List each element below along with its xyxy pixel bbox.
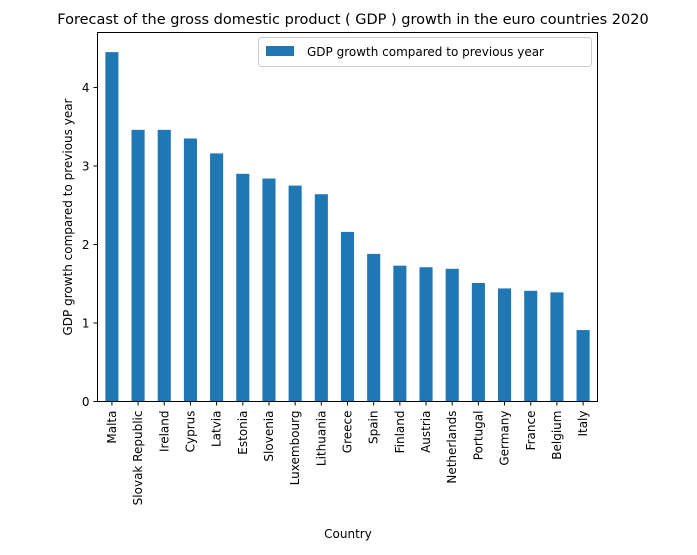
chart-title: Forecast of the gross domestic product (… bbox=[57, 12, 648, 28]
x-tick-label: Cyprus bbox=[183, 411, 197, 453]
bar-belgium bbox=[550, 292, 564, 402]
bar-estonia bbox=[236, 173, 250, 402]
bar-slovak-republic bbox=[131, 129, 145, 402]
y-tick-label: 4 bbox=[82, 81, 90, 95]
x-tick-label: Finland bbox=[393, 411, 407, 454]
bar-spain bbox=[367, 253, 381, 402]
x-tick-label: Greece bbox=[341, 411, 355, 454]
bars-layer bbox=[105, 52, 590, 402]
x-tick-label: Belgium bbox=[550, 411, 564, 460]
y-axis-label: GDP growth compared to previous year bbox=[61, 98, 75, 335]
y-axis: 0 1 2 3 4 bbox=[82, 81, 98, 409]
x-tick-label: Latvia bbox=[210, 411, 224, 448]
x-tick-label: Austria bbox=[419, 411, 433, 453]
x-tick-label: Malta bbox=[105, 411, 119, 444]
bar-italy bbox=[576, 330, 590, 402]
x-tick-label: Spain bbox=[367, 411, 381, 445]
x-tick-label: Slovenia bbox=[262, 411, 276, 462]
bar-austria bbox=[419, 267, 433, 402]
x-tick-label: Ireland bbox=[157, 411, 171, 453]
y-tick-label: 0 bbox=[82, 395, 90, 409]
x-tick-label: Italy bbox=[576, 411, 590, 437]
legend-swatch bbox=[266, 46, 294, 56]
bar-lithuania bbox=[314, 194, 328, 402]
y-tick-label: 1 bbox=[82, 316, 90, 330]
legend-box bbox=[258, 37, 592, 67]
x-tick-label: France bbox=[524, 411, 538, 451]
legend-label: GDP growth compared to previous year bbox=[307, 45, 544, 59]
bar-malta bbox=[105, 52, 119, 402]
bar-france bbox=[524, 290, 538, 402]
x-axis-label: Country bbox=[324, 527, 372, 541]
y-tick-label: 3 bbox=[82, 159, 90, 173]
bar-finland bbox=[393, 265, 407, 402]
legend: GDP growth compared to previous year bbox=[258, 37, 592, 67]
x-tick-label: Portugal bbox=[471, 411, 485, 461]
x-tick-label: Slovak Republic bbox=[131, 411, 145, 506]
bar-ireland bbox=[157, 129, 171, 402]
plot-frame bbox=[97, 32, 598, 402]
x-tick-label: Estonia bbox=[236, 411, 250, 455]
x-tick-label: Lithuania bbox=[314, 411, 328, 467]
bar-slovenia bbox=[262, 178, 276, 402]
x-tick-label: Germany bbox=[498, 411, 512, 466]
bar-netherlands bbox=[445, 268, 459, 402]
bar-cyprus bbox=[183, 138, 197, 402]
bar-luxembourg bbox=[288, 185, 302, 402]
x-tick-label: Netherlands bbox=[445, 410, 459, 483]
x-tick-label: Luxembourg bbox=[288, 411, 302, 486]
bar-portugal bbox=[471, 282, 485, 402]
y-tick-label: 2 bbox=[82, 238, 90, 252]
bar-greece bbox=[340, 231, 355, 402]
x-axis: Malta Slovak Republic Ireland Cyprus Latvia E… bbox=[105, 401, 590, 506]
bar-latvia bbox=[210, 153, 224, 402]
bar-germany bbox=[498, 288, 512, 402]
